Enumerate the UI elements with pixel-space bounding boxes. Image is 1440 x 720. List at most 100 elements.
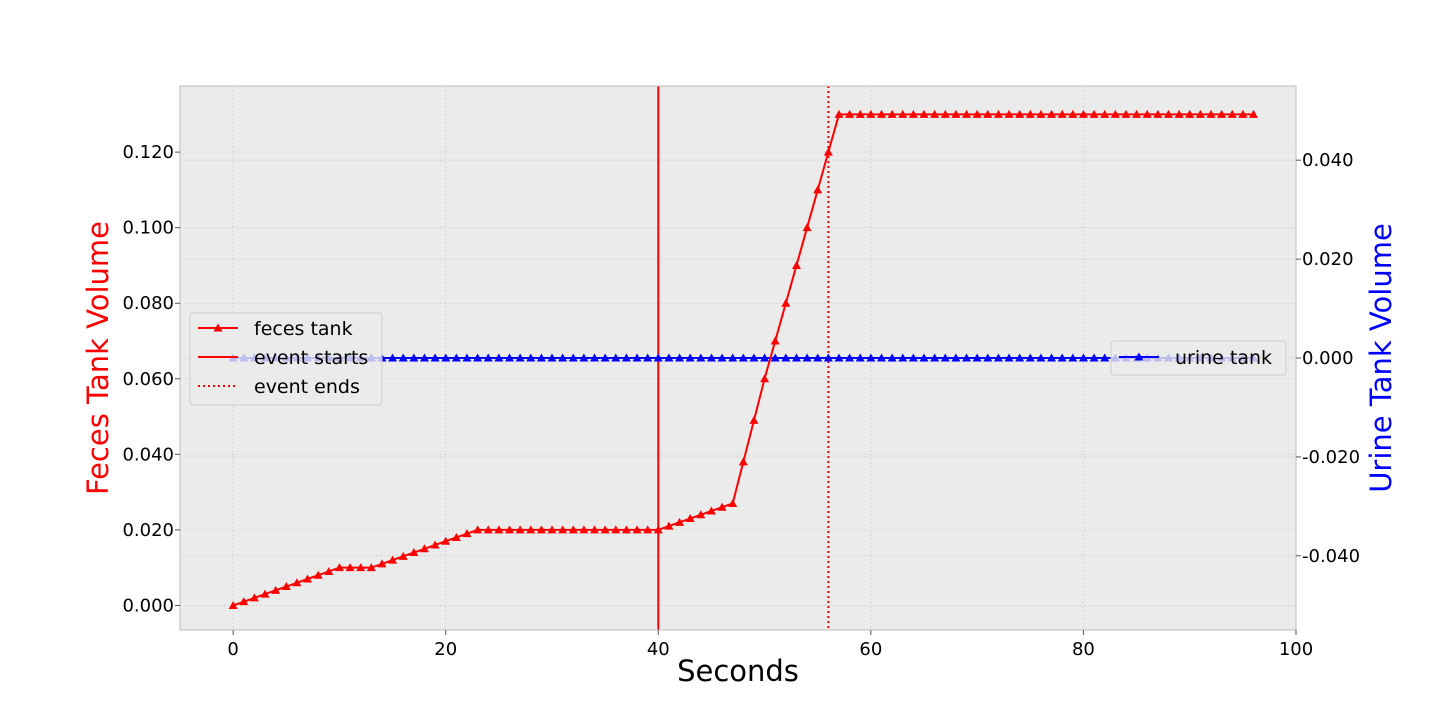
y-left-tick-label: 0.040: [122, 444, 174, 465]
right-legend-box: [1110, 340, 1287, 376]
feces-tank-point: [706, 506, 716, 515]
urine-tank-point: [515, 353, 525, 362]
urine-tank-point: [1068, 353, 1078, 362]
feces-tank-point: [983, 109, 993, 118]
feces-tank-point: [898, 109, 908, 118]
urine-tank-point: [770, 353, 780, 362]
feces-tank-point: [494, 525, 504, 534]
feces-tank-point: [579, 525, 589, 534]
y-left-tick-label: 0.080: [122, 293, 174, 314]
feces-tank-point: [398, 551, 408, 560]
urine-tank-point: [802, 353, 812, 362]
feces-tank-point: [409, 548, 419, 557]
feces-tank-point: [993, 109, 1003, 118]
y-right-tick-label: -0.020: [1302, 447, 1360, 468]
urine-tank-point: [664, 353, 674, 362]
urine-tank-point: [1004, 353, 1014, 362]
x-axis-title: Seconds: [677, 654, 799, 688]
feces-tank-point: [356, 563, 366, 572]
urine-tank-point: [579, 353, 589, 362]
feces-tank-point: [1217, 109, 1227, 118]
feces-tank-point: [1206, 109, 1216, 118]
urine-tank-point: [600, 353, 610, 362]
feces-tank-point: [1142, 109, 1152, 118]
feces-tank-point: [515, 525, 525, 534]
x-tick-label: 20: [434, 639, 457, 660]
urine-tank-point: [388, 353, 398, 362]
feces-tank-point: [377, 559, 387, 568]
feces-tank-point: [887, 109, 897, 118]
y-left-tick-label: 0.120: [122, 142, 174, 163]
legend-entry-urine: urine tank: [1119, 347, 1272, 369]
urine-tank-point: [1078, 353, 1088, 362]
feces-tank-point: [834, 109, 844, 118]
feces-tank-point: [717, 502, 727, 511]
feces-tank-point: [696, 510, 706, 519]
urine-tank-point: [621, 353, 631, 362]
feces-tank-point: [1004, 109, 1014, 118]
legend-label-event-ends: event ends: [254, 376, 360, 398]
feces-tank-point: [345, 563, 355, 572]
urine-tank-point: [536, 353, 546, 362]
urine-tank-point: [866, 353, 876, 362]
urine-tank-point: [1015, 353, 1025, 362]
urine-tank-point: [1025, 353, 1035, 362]
feces-tank-point: [1153, 109, 1163, 118]
y-left-tick-label: 0.020: [122, 520, 174, 541]
feces-tank-point: [728, 498, 738, 507]
feces-tank-point: [430, 540, 440, 549]
urine-tank-point: [876, 353, 886, 362]
feces-tank-point: [940, 109, 950, 118]
feces-tank-point: [1238, 109, 1248, 118]
legend-label-event-starts: event starts: [254, 347, 368, 369]
urine-tank-point: [951, 353, 961, 362]
urine-tank-point: [558, 353, 568, 362]
feces-tank-point: [1195, 109, 1205, 118]
urine-tank-point: [887, 353, 897, 362]
feces-tank-point: [504, 525, 514, 534]
feces-series: [228, 109, 1258, 609]
feces-tank-point: [632, 525, 642, 534]
urine-tank-point: [632, 353, 642, 362]
feces-tank-point: [239, 597, 249, 606]
y-right-tick-label: 0.000: [1302, 348, 1354, 369]
feces-tank-point: [621, 525, 631, 534]
urine-tank-point: [419, 353, 429, 362]
feces-tank-point: [1047, 109, 1057, 118]
feces-tank-point: [568, 525, 578, 534]
feces-tank-point: [919, 109, 929, 118]
feces-tank-point: [770, 336, 780, 345]
feces-tank-point: [1025, 109, 1035, 118]
urine-tank-point: [526, 353, 536, 362]
urine-tank-point: [1089, 353, 1099, 362]
urine-tank-point: [590, 353, 600, 362]
legend-label-feces: feces tank: [254, 318, 353, 340]
feces-tank-point: [451, 532, 461, 541]
legend-entry-feces: feces tank: [198, 318, 353, 340]
urine-tank-point: [409, 353, 419, 362]
legend-label-urine: urine tank: [1175, 347, 1272, 369]
feces-tank-point: [1068, 109, 1078, 118]
x-tick-label: 60: [859, 639, 882, 660]
urine-tank-point: [781, 353, 791, 362]
urine-tank-point: [1100, 353, 1110, 362]
urine-tank-point: [398, 353, 408, 362]
urine-tank-point: [483, 353, 493, 362]
feces-tank-point: [675, 517, 685, 526]
urine-tank-point: [1057, 353, 1067, 362]
feces-tank-point: [462, 529, 472, 538]
y-left-tick-label: 0.000: [122, 595, 174, 616]
feces-tank-point: [962, 109, 972, 118]
y-left-tick-label: 0.100: [122, 218, 174, 239]
feces-tank-point: [876, 109, 886, 118]
left-axis-title: Feces Tank Volume: [81, 221, 115, 495]
urine-tank-point: [685, 353, 695, 362]
x-tick-label: 0: [227, 639, 238, 660]
feces-tank-point: [313, 570, 323, 579]
feces-tank-point: [1078, 109, 1088, 118]
feces-tank-point: [292, 578, 302, 587]
right-legend: urine tank: [1110, 340, 1287, 376]
feces-tank-point: [813, 185, 823, 194]
urine-tank-point: [919, 353, 929, 362]
urine-tank-point: [813, 353, 823, 362]
